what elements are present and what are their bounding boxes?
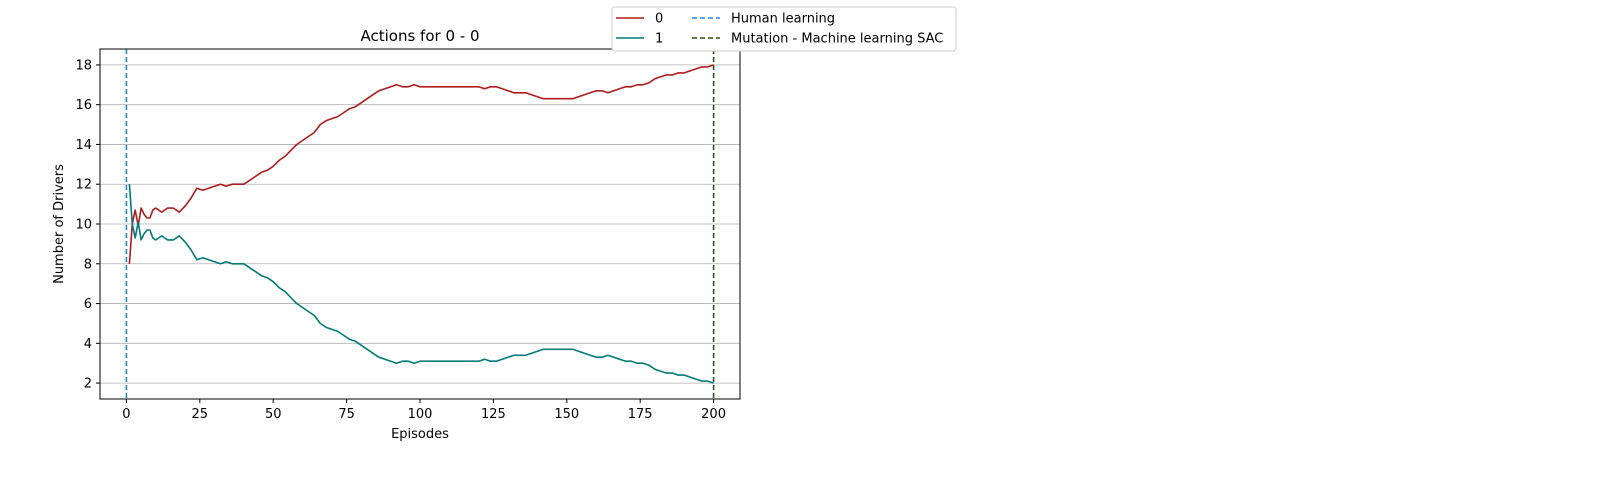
plot-lines	[125, 49, 715, 399]
y-tick-label-3: 8	[84, 257, 92, 272]
x-tick-label-1: 25	[192, 407, 209, 422]
y-tick-label-0: 2	[84, 377, 92, 392]
x-tick-label-0: 0	[122, 407, 130, 422]
x-tick-label-2: 50	[265, 407, 282, 422]
legend-label-0: 0	[655, 12, 663, 27]
y-tick-label-8: 18	[75, 58, 92, 73]
x-axis: 0 25 50 75 100 125 150 175 200	[122, 399, 726, 422]
y-axis: 2 4 6 8 10 12 14 16 18	[75, 58, 100, 392]
legend-frame	[611, 6, 957, 52]
x-tick-label-8: 200	[701, 407, 726, 422]
y-axis-label: Number of Drivers	[52, 164, 67, 284]
series-line-1	[128, 184, 714, 384]
legend-label-3: Mutation - Machine learning SAC	[731, 32, 943, 47]
x-tick-label-6: 150	[554, 407, 579, 422]
legend-label-1: 1	[655, 32, 663, 47]
y-tick-label-4: 10	[75, 218, 92, 233]
x-tick-label-5: 125	[481, 407, 506, 422]
y-tick-label-6: 14	[75, 138, 92, 153]
grid	[100, 64, 740, 384]
x-tick-label-4: 100	[408, 407, 433, 422]
chart-title: Actions for 0 - 0	[361, 27, 480, 45]
legend: 0 1 Human learning Mutation - Machine learn…	[611, 6, 957, 52]
y-tick-label-1: 4	[84, 337, 92, 352]
legend-label-2: Human learning	[731, 12, 835, 27]
x-tick-label-7: 175	[628, 407, 653, 422]
x-tick-label-3: 75	[338, 407, 355, 422]
series-line-0	[128, 64, 714, 264]
y-tick-label-2: 6	[84, 297, 92, 312]
y-tick-label-5: 12	[75, 178, 92, 193]
y-tick-label-7: 16	[75, 98, 92, 113]
x-axis-label: Episodes	[391, 427, 449, 442]
